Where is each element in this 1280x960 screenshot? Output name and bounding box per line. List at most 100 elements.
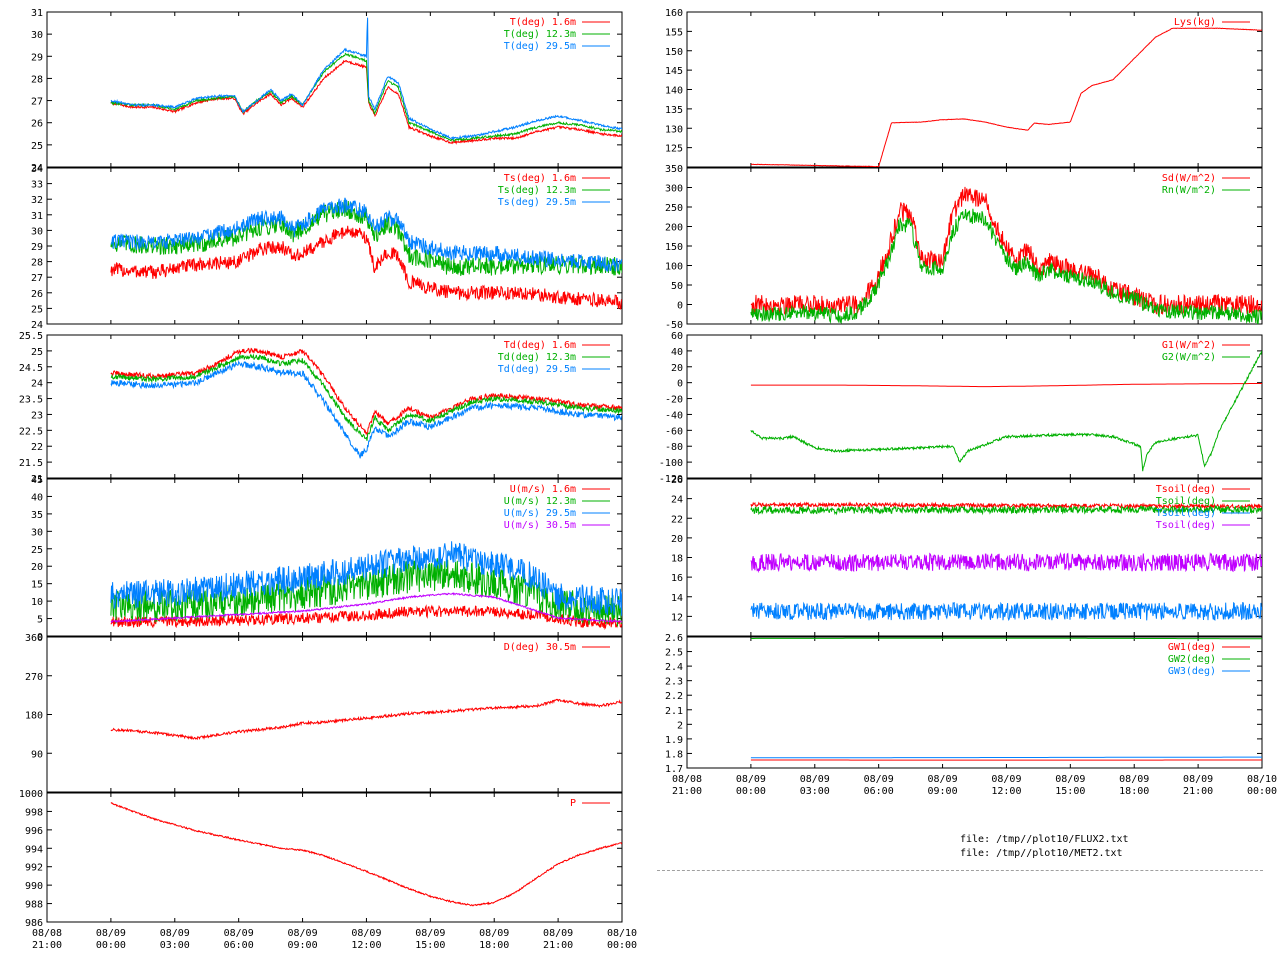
file-list: file: /tmp//plot10/FLUX2.txt file: /tmp//… bbox=[960, 833, 1129, 861]
y-tick-label: 1.8 bbox=[665, 749, 683, 760]
legend-label: GW2(deg) bbox=[1168, 654, 1216, 665]
plot-frame bbox=[46, 636, 623, 793]
series-line-U-3 bbox=[110, 592, 622, 624]
x-tick-label-time: 00:00 bbox=[1247, 786, 1277, 797]
y-tick-label: 100 bbox=[665, 262, 683, 273]
y-tick-label: 45 bbox=[31, 475, 43, 486]
y-tick-label: 31 bbox=[31, 211, 43, 222]
x-tick-label-date: 08/09 bbox=[928, 774, 958, 785]
y-tick-label: 140 bbox=[665, 86, 683, 97]
y-tick-label: 40 bbox=[31, 492, 43, 503]
series-line-Lys-0 bbox=[750, 27, 1262, 167]
legend-label: T(deg) 12.3m bbox=[504, 29, 576, 40]
series-line-Td-2 bbox=[110, 360, 622, 459]
y-tick-label: 34 bbox=[31, 164, 43, 175]
y-tick-label: 24 bbox=[31, 320, 43, 331]
x-tick-label-time: 03:00 bbox=[160, 940, 190, 951]
y-tick-label: 12 bbox=[671, 612, 683, 623]
y-tick-label: 22 bbox=[671, 514, 683, 525]
y-tick-label: 350 bbox=[665, 164, 683, 175]
y-tick-label: -100 bbox=[659, 458, 683, 469]
series-line-GW-2 bbox=[750, 756, 1262, 759]
x-tick-label-time: 09:00 bbox=[928, 786, 958, 797]
legend-label: GW1(deg) bbox=[1168, 642, 1216, 653]
y-tick-label: 996 bbox=[25, 826, 43, 837]
x-tick-label-date: 08/09 bbox=[864, 774, 894, 785]
legend-label: U(m/s) 1.6m bbox=[510, 484, 576, 495]
y-tick-label: -60 bbox=[665, 426, 683, 437]
y-tick-label: 26 bbox=[31, 289, 43, 300]
y-tick-label: 28 bbox=[31, 74, 43, 85]
y-tick-label: 0 bbox=[677, 301, 683, 312]
file-line-1: file: /tmp//plot10/FLUX2.txt bbox=[960, 834, 1129, 845]
x-tick-label-date: 08/09 bbox=[351, 928, 381, 939]
y-tick-label: 24.5 bbox=[19, 363, 43, 374]
y-tick-label: -50 bbox=[665, 320, 683, 331]
y-tick-label: 23 bbox=[31, 410, 43, 421]
y-tick-label: 33 bbox=[31, 180, 43, 191]
y-tick-label: 125 bbox=[665, 144, 683, 155]
y-tick-label: 30 bbox=[31, 30, 43, 41]
y-tick-label: 994 bbox=[25, 844, 43, 855]
legend-label: T(deg) 1.6m bbox=[510, 17, 576, 28]
plot-frame bbox=[686, 636, 1263, 769]
y-tick-label: 2.2 bbox=[665, 691, 683, 702]
legend-label: Sd(W/m^2) bbox=[1162, 173, 1216, 184]
x-tick-label-date: 08/08 bbox=[32, 928, 62, 939]
series-line-Sd-0 bbox=[750, 186, 1262, 316]
y-tick-label: 2.5 bbox=[665, 648, 683, 659]
x-tick-label-time: 03:00 bbox=[800, 786, 830, 797]
y-tick-label: 60 bbox=[671, 331, 683, 342]
y-tick-label: 35 bbox=[31, 510, 43, 521]
y-tick-label: 29 bbox=[31, 52, 43, 63]
y-tick-label: 150 bbox=[665, 242, 683, 253]
y-tick-label: -40 bbox=[665, 410, 683, 421]
y-tick-label: 31 bbox=[31, 8, 43, 19]
y-tick-label: 1.9 bbox=[665, 735, 683, 746]
y-tick-label: 0 bbox=[677, 379, 683, 390]
y-tick-label: 15 bbox=[31, 580, 43, 591]
series-line-Tsoil-3 bbox=[750, 552, 1262, 574]
y-tick-label: 2.6 bbox=[665, 633, 683, 644]
legend-label: Ts(deg) 29.5m bbox=[498, 197, 576, 208]
legend-label: Tsoil(deg) bbox=[1156, 520, 1216, 531]
file-line-2: file: /tmp//plot10/MET2.txt bbox=[960, 848, 1123, 859]
y-tick-label: -120 bbox=[659, 474, 683, 485]
y-tick-label: 30 bbox=[31, 527, 43, 538]
x-tick-label-date: 08/09 bbox=[288, 928, 318, 939]
series-line-Td-0 bbox=[110, 347, 622, 437]
y-tick-label: 20 bbox=[671, 363, 683, 374]
legend-label: G2(W/m^2) bbox=[1162, 352, 1216, 363]
x-tick-label-time: 06:00 bbox=[224, 940, 254, 951]
y-tick-label: 22.5 bbox=[19, 426, 43, 437]
plot-frame bbox=[46, 334, 623, 479]
x-tick-label-time: 21:00 bbox=[543, 940, 573, 951]
y-tick-label: 27 bbox=[31, 97, 43, 108]
x-tick-label-time: 00:00 bbox=[736, 786, 766, 797]
y-tick-label: -80 bbox=[665, 442, 683, 453]
x-tick-label-time: 15:00 bbox=[1055, 786, 1085, 797]
y-tick-label: 26 bbox=[671, 475, 683, 486]
y-tick-label: 25.5 bbox=[19, 331, 43, 342]
y-tick-label: 5 bbox=[37, 615, 43, 626]
series-line-Sd-1 bbox=[750, 208, 1262, 324]
x-tick-label-date: 08/10 bbox=[1247, 774, 1277, 785]
x-tick-label-date: 08/09 bbox=[800, 774, 830, 785]
y-tick-label: 300 bbox=[665, 184, 683, 195]
y-tick-label: 360 bbox=[25, 633, 43, 644]
y-tick-label: 180 bbox=[25, 711, 43, 722]
y-tick-label: 145 bbox=[665, 66, 683, 77]
y-tick-label: 10 bbox=[31, 597, 43, 608]
series-line-T-1 bbox=[110, 52, 622, 142]
x-tick-label-time: 21:00 bbox=[672, 786, 702, 797]
legend-label: U(m/s) 29.5m bbox=[504, 508, 576, 519]
series-line-Tsoil-1 bbox=[750, 504, 1262, 516]
y-tick-label: 130 bbox=[665, 124, 683, 135]
x-tick-label-time: 12:00 bbox=[991, 786, 1021, 797]
legend-label: Ts(deg) 12.3m bbox=[498, 185, 576, 196]
series-line-D-0 bbox=[110, 698, 622, 741]
y-tick-label: 1000 bbox=[19, 789, 43, 800]
chart-panel-Sd: -50 0 50 100 150 200 250 300 350 Sd(W/m^2)Rn(W/m^… bbox=[665, 164, 1263, 331]
x-tick-label-date: 08/09 bbox=[543, 928, 573, 939]
chart-panel-D: 90 180 270 360 D(deg) 30.5m bbox=[25, 633, 623, 793]
